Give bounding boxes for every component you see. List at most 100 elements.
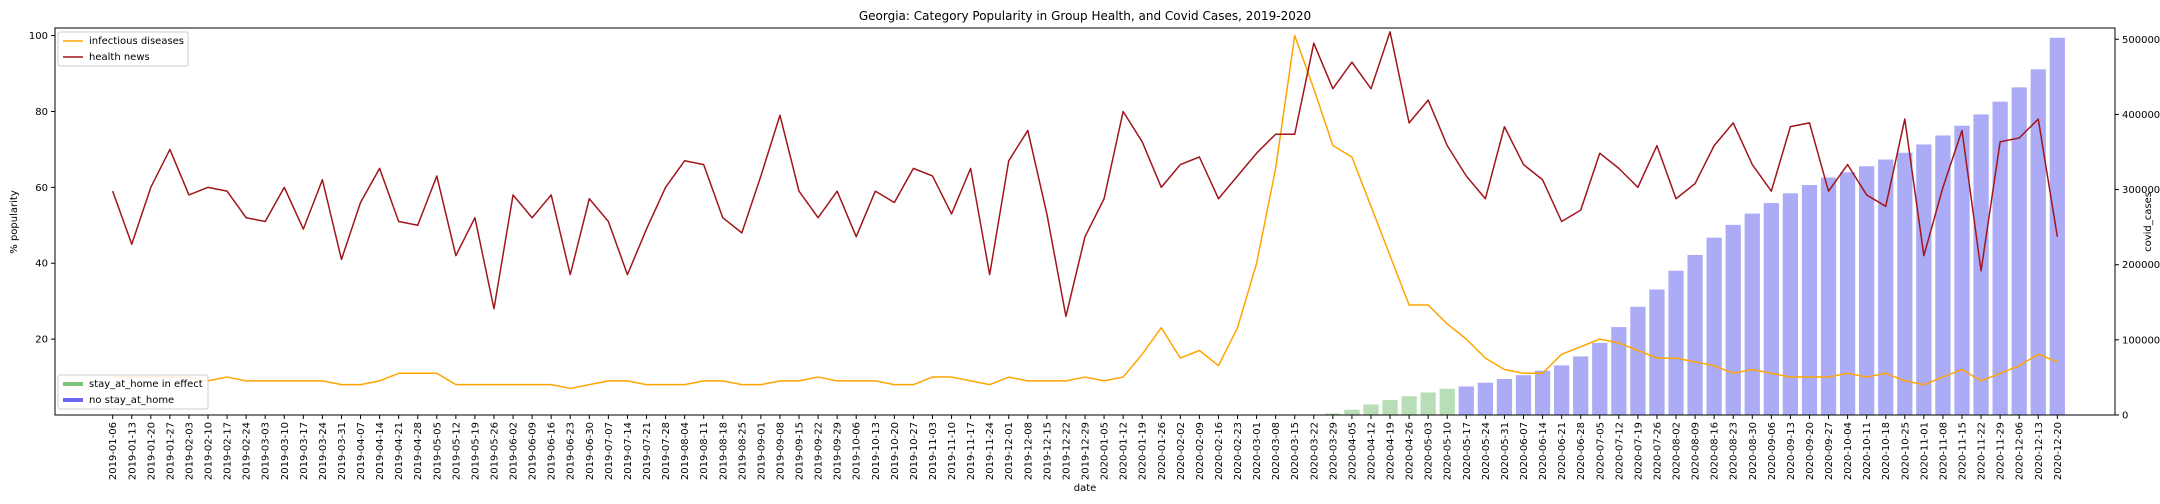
x-tick-label: 2019-11-24 — [985, 422, 996, 480]
x-tick-label: 2020-11-01 — [1919, 422, 1930, 480]
y2-tick-label: 0 — [2122, 411, 2128, 422]
x-tick-label: 2020-01-12 — [1119, 422, 1130, 480]
x-tick-label: 2019-04-28 — [413, 422, 424, 480]
x-tick-label: 2019-06-30 — [585, 422, 596, 480]
bar-stay-at-home — [1363, 404, 1379, 415]
x-tick-label: 2019-06-02 — [509, 422, 520, 480]
x-tick-label: 2019-12-15 — [1042, 422, 1053, 480]
legend-label-infectious-diseases: infectious diseases — [89, 36, 184, 47]
bar-no-stay-at-home — [1859, 166, 1875, 415]
x-tick-label: 2019-03-10 — [280, 422, 291, 480]
bar-no-stay-at-home — [1630, 306, 1646, 415]
bar-no-stay-at-home — [1935, 135, 1951, 415]
x-tick-label: 2019-01-27 — [165, 422, 176, 480]
x-tick-label: 2020-01-26 — [1157, 422, 1168, 480]
x-tick-label: 2020-06-14 — [1538, 422, 1549, 480]
x-tick-label: 2019-09-08 — [775, 422, 786, 480]
x-tick-label: 2020-07-12 — [1614, 422, 1625, 480]
x-tick-label: 2019-02-10 — [204, 422, 215, 480]
x-tick-label: 2020-04-26 — [1405, 422, 1416, 480]
x-tick-label: 2020-03-22 — [1309, 422, 1320, 480]
x-tick-label: 2020-10-25 — [1900, 422, 1911, 480]
bar-stay-at-home — [1420, 392, 1436, 415]
x-tick-label: 2019-11-17 — [966, 422, 977, 480]
x-tick-label: 2019-07-28 — [661, 422, 672, 480]
bar-no-stay-at-home — [1954, 125, 1970, 415]
series-line-infectious-diseases — [112, 34, 2058, 390]
x-axis: 2019-01-06 2019-01-13 2019-01-20 2019-01-27… — [108, 415, 2064, 480]
x-tick-label: 2019-09-01 — [756, 422, 767, 480]
x-tick-label: 2019-03-31 — [337, 422, 348, 480]
x-tick-label: 2020-07-19 — [1633, 422, 1644, 480]
x-tick-label: 2019-02-24 — [242, 422, 253, 480]
x-tick-label: 2020-08-16 — [1710, 422, 1721, 480]
x-tick-label: 2020-01-05 — [1100, 422, 1111, 480]
bar-no-stay-at-home — [1496, 378, 1513, 415]
right-axis: 0 100000 200000 300000 400000 500000 — [2115, 35, 2160, 422]
legend-label-health-news: health news — [89, 52, 150, 63]
x-tick-label: 2019-12-08 — [1023, 422, 1034, 480]
x-tick-label: 2020-02-09 — [1195, 422, 1206, 480]
legend-label-stay-at-home: stay_at_home in effect — [89, 379, 203, 390]
x-tick-label: 2020-09-06 — [1767, 422, 1778, 480]
x-tick-label: 2019-06-16 — [547, 422, 558, 480]
x-tick-label: 2019-11-10 — [947, 422, 958, 480]
chart-title: Georgia: Category Popularity in Group He… — [859, 9, 1311, 23]
y-tick-label: 40 — [35, 259, 48, 270]
x-tick-label: 2020-03-08 — [1271, 422, 1282, 480]
x-tick-label: 2020-05-31 — [1500, 422, 1511, 480]
x-tick-label: 2020-05-24 — [1481, 422, 1492, 480]
bar-no-stay-at-home — [1992, 101, 2008, 415]
x-tick-label: 2020-09-27 — [1824, 422, 1835, 480]
x-tick-label: 2019-10-06 — [852, 422, 863, 480]
x-tick-label: 2019-06-23 — [566, 422, 577, 480]
legend-lines-box — [57, 31, 189, 67]
x-tick-label: 2019-12-01 — [1004, 422, 1015, 480]
x-tick-label: 2019-02-03 — [184, 422, 195, 480]
x-tick-label: 2020-06-21 — [1557, 422, 1568, 480]
bar-no-stay-at-home — [1515, 375, 1532, 415]
x-tick-label: 2020-03-15 — [1290, 422, 1301, 480]
x-tick-label: 2020-04-19 — [1386, 422, 1397, 480]
x-tick-label: 2019-08-25 — [737, 422, 748, 480]
x-tick-label: 2019-05-26 — [489, 422, 500, 480]
bar-no-stay-at-home — [1649, 289, 1665, 415]
bar-no-stay-at-home — [1554, 365, 1570, 415]
y2-tick-label: 100000 — [2122, 335, 2160, 346]
x-tick-label: 2020-11-15 — [1957, 422, 1968, 480]
x-tick-label: 2020-06-28 — [1576, 422, 1587, 480]
bar-no-stay-at-home — [1897, 152, 1913, 416]
x-tick-label: 2020-05-10 — [1443, 422, 1454, 480]
bar-stay-at-home — [1439, 388, 1455, 415]
bar-no-stay-at-home — [1878, 159, 1894, 415]
right-axis-label: covid_cases — [2143, 192, 2154, 252]
x-tick-label: 2020-06-07 — [1519, 422, 1530, 480]
bar-stay-at-home — [1344, 409, 1360, 415]
x-tick-label: 2020-10-11 — [1862, 422, 1873, 480]
x-tick-label: 2020-05-17 — [1462, 422, 1473, 480]
x-tick-label: 2020-10-04 — [1843, 422, 1854, 480]
x-tick-label: 2019-10-27 — [909, 422, 920, 480]
bar-no-stay-at-home — [1534, 370, 1551, 415]
bar-no-stay-at-home — [2030, 69, 2046, 415]
x-tick-label: 2019-12-22 — [1061, 422, 1072, 480]
x-tick-label: 2019-11-03 — [928, 422, 939, 480]
legend-lines: infectious diseases health news — [57, 31, 189, 67]
y2-tick-label: 300000 — [2122, 185, 2160, 196]
x-tick-label: 2019-08-18 — [718, 422, 729, 480]
x-axis-label: date — [1074, 483, 1097, 494]
bar-stay-at-home — [1382, 399, 1398, 415]
x-tick-label: 2020-11-08 — [1938, 422, 1949, 480]
bar-no-stay-at-home — [1744, 213, 1760, 415]
x-tick-label: 2019-10-20 — [890, 422, 901, 480]
bar-no-stay-at-home — [1458, 386, 1474, 415]
x-tick-label: 2019-10-13 — [871, 422, 882, 480]
x-tick-label: 2020-11-29 — [1996, 422, 2007, 480]
bar-stay-at-home — [1325, 413, 1341, 415]
bar-no-stay-at-home — [2011, 87, 2027, 416]
x-tick-label: 2019-03-24 — [318, 422, 329, 480]
bar-no-stay-at-home — [1839, 172, 1856, 415]
bar-no-stay-at-home — [2049, 37, 2065, 416]
x-tick-label: 2020-03-01 — [1252, 422, 1263, 480]
series-line-health-news — [111, 31, 2059, 318]
